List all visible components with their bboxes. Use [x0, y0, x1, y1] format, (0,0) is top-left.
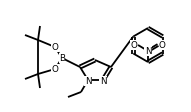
Text: N: N: [100, 76, 106, 85]
Text: B: B: [59, 54, 65, 62]
Text: O: O: [52, 65, 58, 73]
Text: O: O: [130, 41, 137, 50]
Text: N: N: [145, 46, 151, 56]
Text: N: N: [85, 76, 91, 85]
Text: O: O: [52, 42, 58, 52]
Text: O: O: [159, 41, 166, 50]
